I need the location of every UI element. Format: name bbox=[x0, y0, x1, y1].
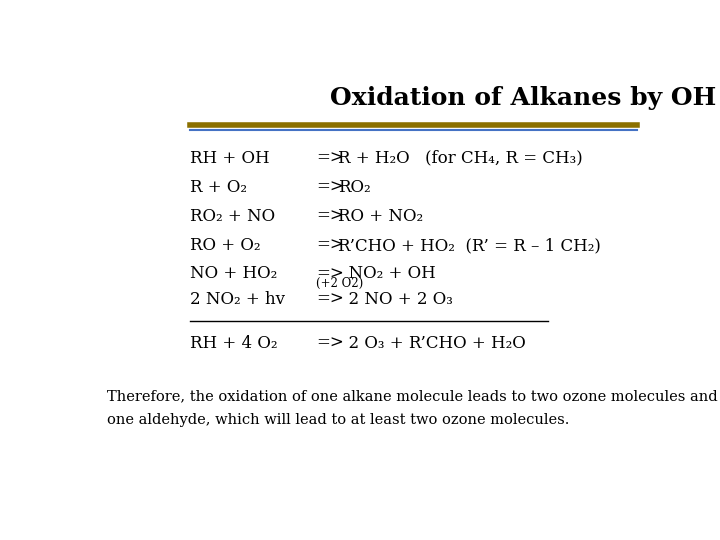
Text: RO₂ + NO: RO₂ + NO bbox=[190, 208, 276, 225]
Text: RO + NO₂: RO + NO₂ bbox=[338, 208, 423, 225]
Text: NO₂ + OH: NO₂ + OH bbox=[338, 266, 436, 282]
Text: RO + O₂: RO + O₂ bbox=[190, 237, 261, 254]
Text: 2 O₃ + R’CHO + H₂O: 2 O₃ + R’CHO + H₂O bbox=[338, 335, 526, 352]
Text: NO + HO₂: NO + HO₂ bbox=[190, 266, 278, 282]
Text: 2 NO₂ + hv: 2 NO₂ + hv bbox=[190, 291, 285, 308]
Text: R + O₂: R + O₂ bbox=[190, 179, 248, 196]
Text: RH + OH: RH + OH bbox=[190, 150, 270, 167]
Text: 2 NO + 2 O₃: 2 NO + 2 O₃ bbox=[338, 291, 453, 308]
Text: =>: => bbox=[316, 208, 344, 225]
Text: RO₂: RO₂ bbox=[338, 179, 371, 196]
Text: RH + 4 O₂: RH + 4 O₂ bbox=[190, 335, 278, 352]
Text: =>: => bbox=[316, 237, 344, 254]
Text: =>: => bbox=[316, 150, 344, 167]
Text: R + H₂O: R + H₂O bbox=[338, 150, 410, 167]
Text: (+2 O2): (+2 O2) bbox=[316, 278, 364, 291]
Text: =>: => bbox=[316, 266, 344, 282]
Text: R’CHO + HO₂  (R’ = R – 1 CH₂): R’CHO + HO₂ (R’ = R – 1 CH₂) bbox=[338, 237, 601, 254]
Text: =>: => bbox=[316, 179, 344, 196]
Text: Oxidation of Alkanes by OH: Oxidation of Alkanes by OH bbox=[330, 85, 716, 110]
Text: (for CH₄, R = CH₃): (for CH₄, R = CH₃) bbox=[425, 150, 582, 167]
Text: Therefore, the oxidation of one alkane molecule leads to two ozone molecules and: Therefore, the oxidation of one alkane m… bbox=[107, 389, 717, 403]
Text: =>: => bbox=[316, 291, 344, 308]
Text: =>: => bbox=[316, 335, 344, 352]
Text: one aldehyde, which will lead to at least two ozone molecules.: one aldehyde, which will lead to at leas… bbox=[107, 413, 569, 427]
